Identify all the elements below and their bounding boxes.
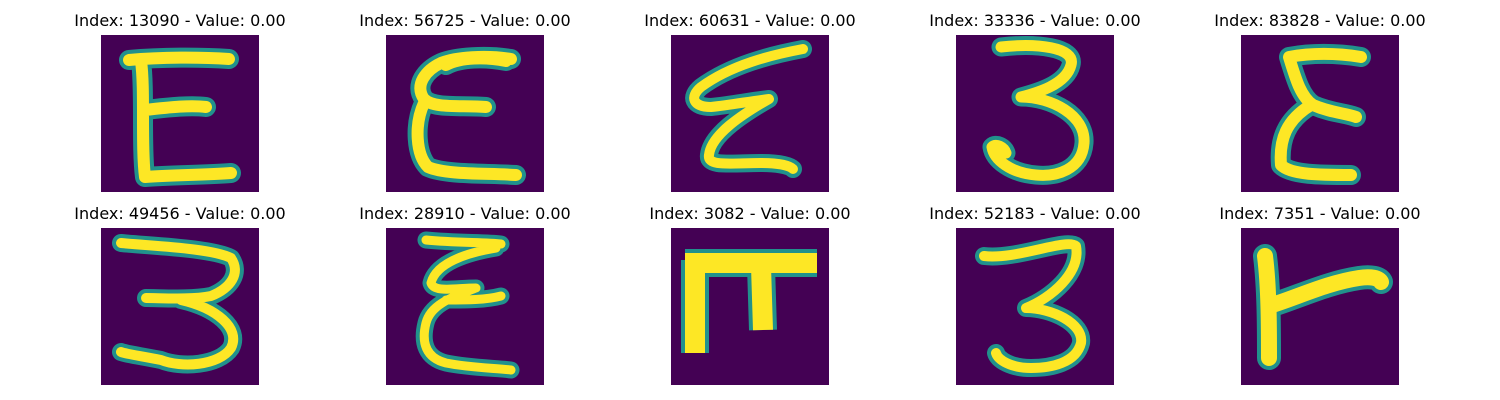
handwritten-glyph-image [101, 228, 259, 385]
handwritten-glyph-image [956, 35, 1114, 192]
panel-title: Index: 60631 - Value: 0.00 [644, 11, 856, 30]
panel-title: Index: 83828 - Value: 0.00 [1214, 11, 1426, 30]
image-panel: Index: 83828 - Value: 0.00 [1190, 10, 1450, 192]
handwritten-glyph-image [956, 228, 1114, 385]
handwritten-glyph-image [101, 35, 259, 192]
handwritten-glyph-image [1241, 228, 1399, 385]
panel-title: Index: 56725 - Value: 0.00 [359, 11, 571, 30]
image-panel: Index: 52183 - Value: 0.00 [905, 203, 1165, 385]
handwritten-glyph-image [386, 228, 544, 385]
image-panel: Index: 7351 - Value: 0.00 [1190, 203, 1450, 385]
panel-title: Index: 33336 - Value: 0.00 [929, 11, 1141, 30]
handwritten-glyph-image [671, 228, 829, 385]
image-panel: Index: 28910 - Value: 0.00 [335, 203, 595, 385]
handwritten-glyph-image [386, 35, 544, 192]
image-panel: Index: 33336 - Value: 0.00 [905, 10, 1165, 192]
image-panel: Index: 60631 - Value: 0.00 [620, 10, 880, 192]
panel-title: Index: 49456 - Value: 0.00 [74, 204, 286, 223]
handwritten-glyph-image [671, 35, 829, 192]
panel-title: Index: 28910 - Value: 0.00 [359, 204, 571, 223]
image-panel: Index: 13090 - Value: 0.00 [50, 10, 310, 192]
handwritten-glyph-image [1241, 35, 1399, 192]
panel-title: Index: 7351 - Value: 0.00 [1219, 204, 1421, 223]
image-panel: Index: 56725 - Value: 0.00 [335, 10, 595, 192]
panel-title: Index: 13090 - Value: 0.00 [74, 11, 286, 30]
panel-title: Index: 3082 - Value: 0.00 [649, 204, 851, 223]
image-panel: Index: 3082 - Value: 0.00 [620, 203, 880, 385]
image-panel: Index: 49456 - Value: 0.00 [50, 203, 310, 385]
panel-title: Index: 52183 - Value: 0.00 [929, 204, 1141, 223]
